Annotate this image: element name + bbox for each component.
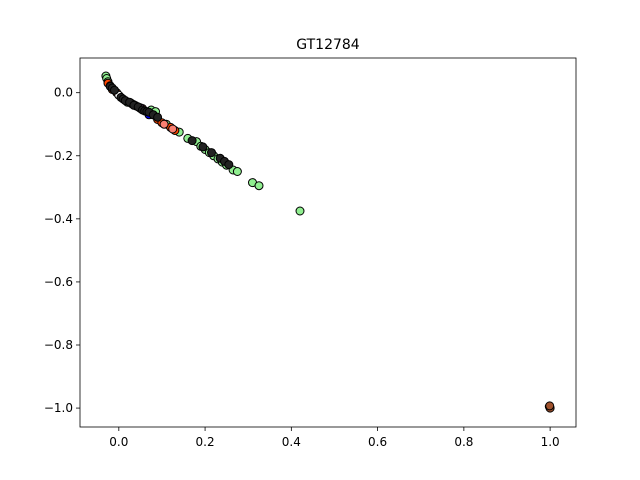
data-point	[254, 181, 264, 191]
chart-title: GT12784	[296, 37, 360, 53]
y-axis: 0.0 −0.2 −0.4 −0.6 −0.8 −1.0	[44, 86, 80, 415]
y-tick-label: −0.2	[44, 149, 73, 163]
data-point	[545, 401, 555, 411]
data-point	[224, 160, 234, 170]
data-point	[159, 119, 169, 129]
data-point	[168, 124, 178, 134]
y-tick-label: −0.4	[44, 212, 73, 226]
data-point	[295, 206, 305, 216]
y-tick-label: −0.6	[44, 275, 73, 289]
data-point	[110, 85, 119, 95]
x-tick-label: 0.0	[109, 435, 128, 449]
x-tick-label: 0.2	[196, 435, 215, 449]
data-point	[198, 142, 208, 152]
x-tick-label: 0.4	[282, 435, 301, 449]
data-point	[187, 136, 197, 146]
x-tick-label: 0.6	[368, 435, 387, 449]
y-tick-label: −0.8	[44, 338, 73, 352]
x-axis: 0.0 0.2 0.4 0.6 0.8 1.0	[109, 427, 560, 449]
x-tick-label: 1.0	[541, 435, 560, 449]
data-point	[153, 112, 163, 122]
data-point	[207, 148, 216, 158]
y-tick-label: −1.0	[44, 401, 73, 415]
y-tick-label: 0.0	[54, 86, 73, 100]
data-point	[232, 167, 242, 176]
points-layer	[101, 71, 555, 413]
x-tick-label: 0.8	[454, 435, 473, 449]
plot-frame	[79, 57, 577, 428]
